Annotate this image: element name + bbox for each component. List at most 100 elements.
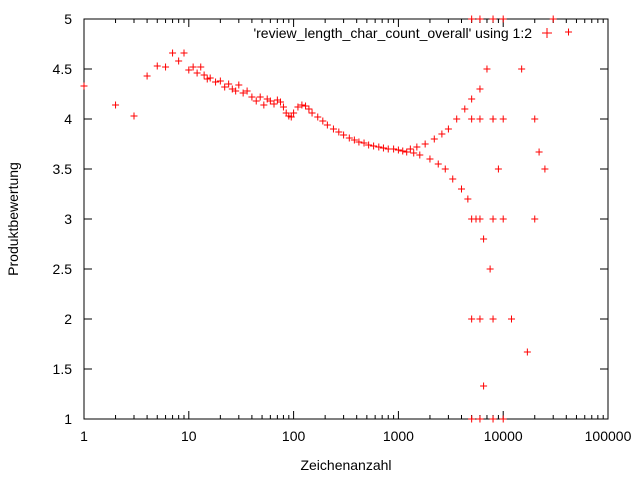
data-point (464, 195, 472, 203)
y-tick-label: 4.5 (53, 61, 73, 77)
data-point (298, 101, 306, 109)
data-point (248, 93, 256, 101)
data-point (416, 151, 424, 159)
data-point (468, 315, 476, 323)
data-point (468, 115, 476, 123)
data-point (549, 15, 557, 23)
legend: 'review_length_char_count_overall' using… (253, 25, 552, 41)
data-point (499, 415, 507, 423)
x-tick-label: 100000 (585, 428, 632, 444)
data-point (260, 101, 268, 109)
plot-frame (83, 18, 609, 420)
scatter-points (80, 15, 573, 423)
data-point (426, 155, 434, 163)
data-point (197, 63, 205, 71)
data-point (394, 146, 402, 154)
data-point (507, 315, 515, 323)
data-point (480, 382, 488, 390)
x-tick-label: 1000 (383, 428, 414, 444)
y-tick-label: 1.5 (53, 361, 73, 377)
data-point (489, 415, 497, 423)
data-point (239, 89, 247, 97)
x-axis-label: Zeichenanzahl (300, 457, 391, 473)
y-tick-label: 2.5 (53, 261, 73, 277)
data-point (256, 93, 264, 101)
data-point (302, 102, 310, 110)
data-point (421, 140, 429, 148)
data-point (518, 65, 526, 73)
data-point (279, 103, 287, 111)
data-point (403, 148, 411, 156)
y-tick-label: 5 (64, 11, 72, 27)
data-point (305, 105, 313, 113)
data-point (531, 215, 539, 223)
data-point (468, 95, 476, 103)
data-point (80, 82, 88, 90)
x-tick-label: 1 (80, 428, 88, 444)
data-point (212, 78, 220, 86)
data-point (468, 415, 476, 423)
y-tick-label: 1 (64, 411, 72, 427)
data-point (314, 113, 322, 121)
data-point (480, 235, 488, 243)
data-point (319, 117, 327, 125)
data-point (468, 15, 476, 23)
data-point (476, 315, 484, 323)
data-point (355, 138, 363, 146)
data-point (287, 113, 295, 121)
data-point (290, 109, 298, 117)
data-point (365, 141, 373, 149)
data-point (449, 175, 457, 183)
data-point (399, 147, 407, 155)
data-point (225, 80, 233, 88)
data-point (193, 69, 201, 77)
data-point (350, 136, 358, 144)
data-point (523, 348, 531, 356)
data-point (379, 144, 387, 152)
data-point (185, 66, 193, 74)
data-point (476, 15, 484, 23)
data-point (112, 101, 120, 109)
data-point (434, 160, 442, 168)
data-point (476, 115, 484, 123)
data-point (308, 109, 316, 117)
y-tick-label: 2 (64, 311, 72, 327)
data-point (206, 74, 214, 82)
data-point (489, 15, 497, 23)
data-point (370, 142, 378, 150)
data-point (169, 49, 177, 57)
data-point (457, 185, 465, 193)
data-point (360, 139, 368, 147)
data-point (345, 134, 353, 142)
data-point (406, 145, 414, 153)
data-point (476, 415, 484, 423)
data-point (441, 165, 449, 173)
data-point (565, 28, 573, 36)
data-point (494, 165, 502, 173)
data-point (153, 62, 161, 70)
data-point (453, 115, 461, 123)
data-point (130, 112, 138, 120)
x-axis-ticks: 1 10 100 1000 10000 100000 (80, 19, 632, 444)
data-point (499, 115, 507, 123)
y-axis-ticks: 1 1.5 2 2.5 3 3.5 4 4.5 5 (53, 11, 608, 427)
data-point (175, 57, 183, 65)
data-point (232, 87, 240, 95)
y-tick-label: 4 (64, 111, 72, 127)
data-point (499, 15, 507, 23)
data-point (203, 75, 211, 83)
data-point (489, 115, 497, 123)
data-point (461, 105, 469, 113)
data-point (468, 215, 476, 223)
data-point (476, 85, 484, 93)
legend-label: 'review_length_char_count_overall' using… (253, 25, 532, 41)
x-tick-label: 10000 (484, 428, 523, 444)
data-point (235, 81, 243, 89)
x-tick-label: 100 (282, 428, 306, 444)
data-point (277, 98, 285, 106)
data-point (294, 103, 302, 111)
data-point (329, 125, 337, 133)
data-point (340, 131, 348, 139)
